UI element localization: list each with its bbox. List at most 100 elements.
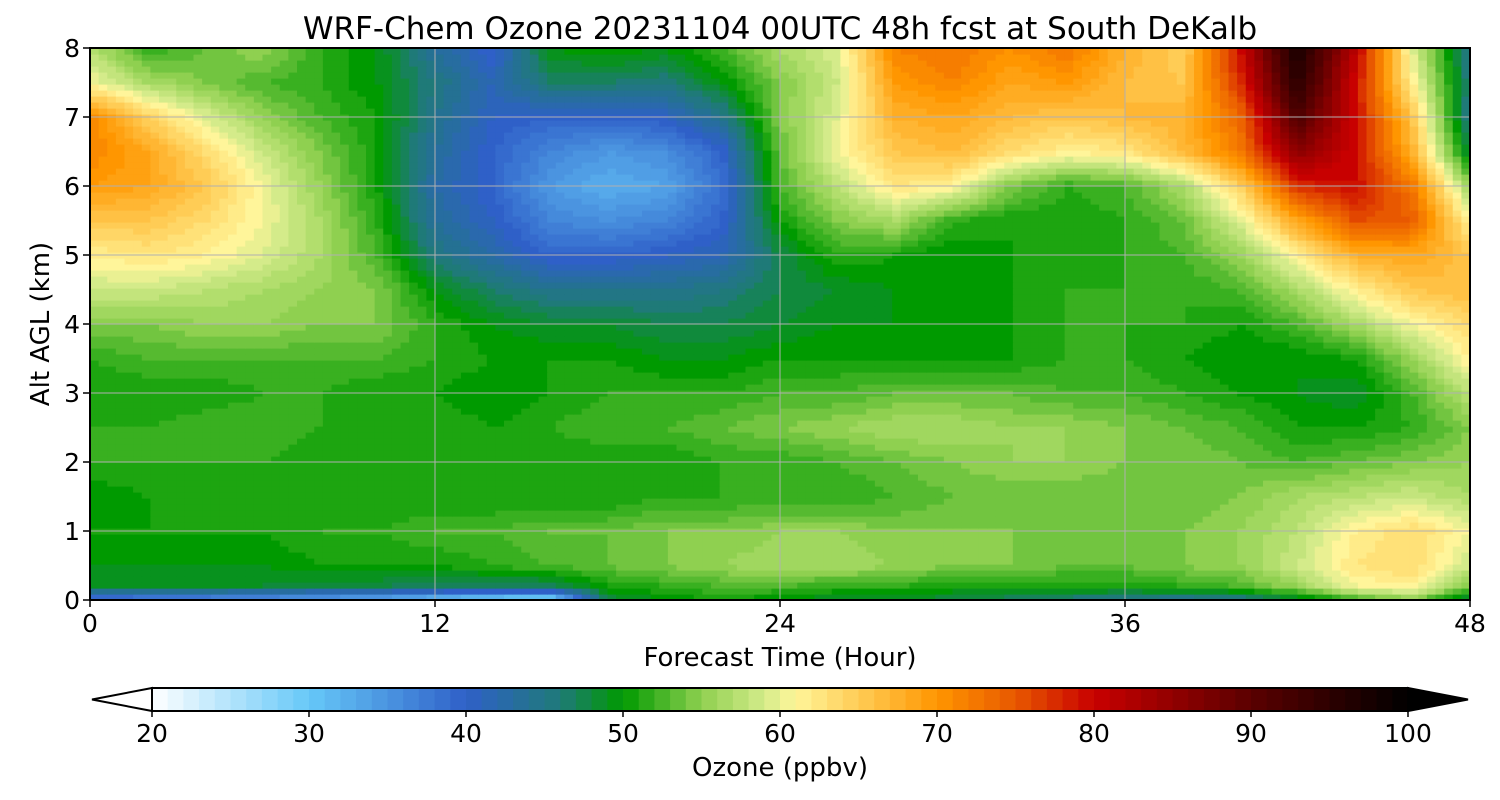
ozone-cell (1357, 492, 1368, 499)
ozone-cell (460, 426, 471, 433)
ozone-cell (676, 540, 686, 547)
ozone-cell (288, 510, 298, 517)
ozone-cell (650, 414, 660, 421)
ozone-cell (1107, 558, 1117, 565)
ozone-cell (98, 408, 108, 415)
ozone-cell (495, 582, 505, 589)
ozone-cell (736, 522, 747, 529)
ozone-cell (1176, 540, 1186, 547)
ozone-cell (1012, 582, 1023, 589)
ozone-cell (1323, 570, 1333, 577)
ozone-cell (952, 480, 962, 487)
ozone-cell (1099, 486, 1109, 493)
ozone-cell (1021, 438, 1031, 445)
ozone-cell (469, 540, 479, 547)
ozone-cell (1418, 492, 1428, 499)
ozone-cell (1125, 456, 1135, 463)
ozone-cell (1254, 588, 1264, 595)
ozone-cell (383, 438, 393, 445)
ozone-cell (271, 456, 281, 463)
ozone-cell (1357, 414, 1368, 421)
ozone-cell (400, 474, 410, 481)
ozone-cell (1194, 456, 1204, 463)
ozone-cell (805, 552, 816, 559)
ozone-cell (504, 594, 514, 601)
ozone-cell (831, 426, 841, 433)
ozone-cell (529, 462, 540, 469)
ozone-cell (1426, 552, 1437, 559)
ozone-cell (366, 588, 376, 595)
ozone-cell (909, 426, 919, 433)
ozone-cell (573, 522, 583, 529)
ozone-cell (1349, 534, 1359, 541)
ozone-cell (1349, 498, 1359, 505)
ozone-cell (374, 426, 384, 433)
ozone-cell (409, 552, 419, 559)
ozone-cell (547, 492, 557, 499)
ozone-cell (1056, 504, 1066, 511)
ozone-cell (435, 492, 445, 499)
ozone-cell (1349, 444, 1359, 451)
ozone-cell (659, 444, 669, 451)
ozone-cell (1409, 534, 1419, 541)
ozone-cell (1185, 546, 1195, 553)
ozone-cell (202, 462, 212, 469)
ozone-cell (443, 504, 453, 511)
ozone-cell (1107, 456, 1117, 463)
ozone-cell (1202, 498, 1212, 505)
ozone-cell (883, 546, 893, 553)
ozone-cell (1349, 540, 1359, 547)
ozone-cell (1332, 480, 1342, 487)
ozone-cell (159, 438, 169, 445)
ozone-cell (1064, 414, 1074, 421)
ozone-cell (435, 510, 445, 517)
ozone-cell (1047, 540, 1057, 547)
ozone-cell (1452, 474, 1462, 481)
ozone-cell (124, 438, 134, 445)
ozone-cell (788, 426, 798, 433)
ozone-cell (805, 540, 816, 547)
ozone-cell (340, 516, 350, 523)
ozone-cell (348, 468, 358, 475)
ozone-cell (133, 534, 143, 541)
ozone-cell (961, 450, 971, 457)
ozone-cell (1271, 522, 1281, 529)
ozone-cell (1254, 468, 1264, 475)
ozone-cell (598, 534, 609, 541)
ozone-cell (1073, 564, 1083, 571)
ozone-cell (150, 456, 160, 463)
ozone-cell (849, 492, 859, 499)
ozone-cell (1280, 498, 1290, 505)
ozone-cell (538, 468, 548, 475)
ozone-cell (322, 432, 333, 439)
ozone-cell (814, 444, 824, 451)
ozone-cell (1461, 456, 1471, 463)
ozone-cell (210, 462, 220, 469)
ozone-cell (719, 468, 729, 475)
ozone-cell (193, 576, 203, 583)
ozone-cell (995, 474, 1005, 481)
ozone-cell (460, 582, 471, 589)
ozone-cell (736, 456, 747, 463)
ozone-cell (780, 588, 790, 595)
ozone-cell (1357, 552, 1368, 559)
ozone-cell (262, 582, 272, 589)
ozone-cell (1366, 594, 1376, 601)
ozone-cell (1211, 552, 1221, 559)
ozone-cell (357, 522, 367, 529)
ozone-cell (124, 552, 134, 559)
ozone-cell (228, 552, 238, 559)
ozone-cell (952, 492, 962, 499)
ozone-cell (590, 546, 600, 553)
ozone-cell (754, 540, 764, 547)
ozone-cell (1211, 426, 1221, 433)
ozone-cell (1133, 462, 1143, 469)
ozone-cell (564, 546, 574, 553)
ozone-cell (952, 498, 962, 505)
ozone-cell (340, 576, 350, 583)
ozone-cell (210, 522, 220, 529)
ozone-cell (1150, 498, 1161, 505)
ozone-cell (1401, 558, 1411, 565)
ozone-cell (245, 462, 255, 469)
ozone-cell (210, 480, 220, 487)
